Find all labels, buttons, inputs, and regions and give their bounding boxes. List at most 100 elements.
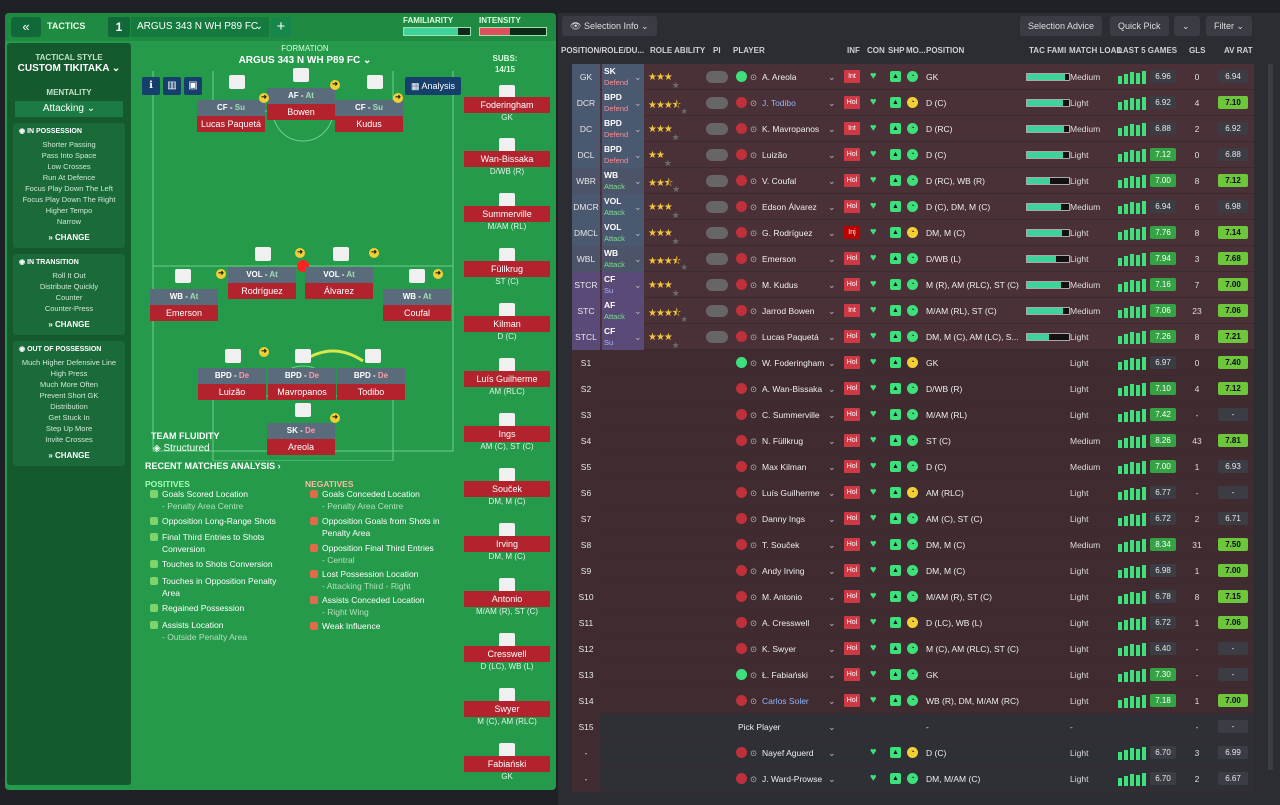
sub-chip[interactable]: Ings (464, 426, 550, 442)
player-chip[interactable]: SK - De Areola (267, 423, 335, 455)
chevron-down-icon[interactable]: ⌄ (828, 436, 836, 446)
toggle-icon[interactable] (706, 227, 728, 239)
chevron-down-icon[interactable]: ⌄ (828, 176, 836, 186)
table-row[interactable]: S9 ⊙ Andy Irving ⌄ Hol ♥ ▲ ◔ DM, M (C) Light 6.98 1… (572, 558, 1254, 584)
player-chip[interactable]: WB - At Emerson (150, 289, 218, 321)
chevron-down-icon[interactable]: ⌄ (828, 592, 836, 602)
role-duty-selector[interactable]: BPD Defend (602, 90, 644, 116)
role-duty-selector[interactable]: BPD Defend (602, 142, 644, 168)
chevron-down-icon[interactable]: ⌄ (634, 176, 642, 186)
chevron-down-icon[interactable]: ⌄ (828, 618, 836, 628)
chevron-down-icon[interactable]: ⌄ (634, 228, 642, 238)
chevron-down-icon[interactable]: ⌄ (1174, 16, 1200, 36)
player-name[interactable]: Jarrod Bowen (762, 306, 815, 316)
sub-chip[interactable]: Irving (464, 536, 550, 552)
add-tactic-button[interactable]: + (271, 17, 291, 37)
tactic-slot-button[interactable]: 1 (108, 17, 130, 37)
column-header[interactable]: POSITION (926, 46, 965, 55)
chevron-down-icon[interactable]: ⌄ (828, 566, 836, 576)
player-name[interactable]: Danny Ings (762, 514, 805, 524)
table-row[interactable]: S10 ⊙ M. Antonio ⌄ Hol ♥ ▲ ◔ M/AM (R), ST (C) Lig… (572, 584, 1254, 610)
sub-chip[interactable]: Cresswell (464, 646, 550, 662)
chevron-down-icon[interactable]: ⌄ (828, 98, 836, 108)
player-chip[interactable]: BPD - De Luizão (198, 368, 266, 400)
column-header[interactable]: PI (713, 46, 721, 55)
table-row[interactable]: STCL CF Su ⌄ ★★★ ★ ★ ⊙ Lucas Paquetá ⌄ Hol ♥ ▲ ◔ DM, M… (572, 324, 1254, 350)
chevron-down-icon[interactable]: ⌄ (634, 202, 642, 212)
recent-matches-analysis-link[interactable]: RECENT MATCHES ANALYSIS › (145, 461, 281, 471)
toggle-icon[interactable] (706, 253, 728, 265)
player-chip[interactable]: AF - At Bowen (267, 88, 335, 120)
chevron-down-icon[interactable]: ⌄ (828, 358, 836, 368)
player-name[interactable]: T. Souček (762, 540, 800, 550)
chevron-down-icon[interactable]: ⌄ (828, 410, 836, 420)
player-name[interactable]: Max Kilman (762, 462, 807, 472)
player-name[interactable]: Carlos Soler (762, 696, 809, 706)
player-name[interactable]: M. Kudus (762, 280, 798, 290)
column-header[interactable]: TAC FAMI (1029, 46, 1067, 55)
table-row[interactable]: S3 ⊙ C. Summerville ⌄ Hol ♥ ▲ ◔ M/AM (RL) Light 7.… (572, 402, 1254, 428)
toggle-icon[interactable] (706, 279, 728, 291)
player-name[interactable]: Nayef Aguerd (762, 748, 814, 758)
player-chip[interactable]: CF - Su Kudus (335, 100, 403, 132)
quick-pick-button[interactable]: Quick Pick (1110, 16, 1169, 36)
table-row[interactable]: - ⊙ J. Ward-Prowse ⌄ ♥ ▲ ◔ DM, M/AM (C) Light 6.7… (572, 766, 1254, 792)
column-header[interactable]: MO... (906, 46, 926, 55)
table-row[interactable]: S5 ⊙ Max Kilman ⌄ Hol ♥ ▲ ◔ D (C) Medium 7.00 1 6.93 (572, 454, 1254, 480)
toggle-icon[interactable] (706, 331, 728, 343)
toggle-icon[interactable] (706, 149, 728, 161)
chevron-down-icon[interactable]: ⌄ (634, 254, 642, 264)
chevron-down-icon[interactable]: ⌄ (828, 670, 836, 680)
role-duty-selector[interactable]: VOL Attack (602, 220, 644, 246)
sub-chip[interactable]: Foderingham (464, 97, 550, 113)
player-chip[interactable]: BPD - De Mavropanos (268, 368, 336, 400)
column-header[interactable]: INF (847, 46, 860, 55)
player-name[interactable]: Luís Guilherme (762, 488, 820, 498)
table-row[interactable]: GK SK Defend ⌄ ★★★ ★ ★ ⊙ A. Areola ⌄ Int ♥ ▲ ◔ GK Mediu… (572, 64, 1254, 90)
info-icon[interactable]: ℹ (142, 77, 160, 95)
role-duty-selector[interactable]: AF Attack (602, 298, 644, 324)
player-name[interactable]: M. Antonio (762, 592, 803, 602)
column-header[interactable]: PLAYER (733, 46, 765, 55)
table-row[interactable]: S12 ⊙ K. Swyer ⌄ Hol ♥ ▲ ◔ M (C), AM (RLC), ST (… (572, 636, 1254, 662)
player-name[interactable]: K. Mavropanos (762, 124, 820, 134)
chevron-down-icon[interactable]: ⌄ (634, 280, 642, 290)
table-row[interactable]: S8 ⊙ T. Souček ⌄ Hol ♥ ▲ ◔ DM, M (C) Medium 8.34 31… (572, 532, 1254, 558)
role-duty-selector[interactable]: VOL Attack (602, 194, 644, 220)
player-name[interactable]: Luizão (762, 150, 788, 160)
chevron-down-icon[interactable]: ⌄ (634, 72, 642, 82)
chevron-down-icon[interactable]: ⌄ (828, 514, 836, 524)
role-duty-selector[interactable]: CF Su (602, 324, 644, 350)
player-chip[interactable]: BPD - De Todibo (337, 368, 405, 400)
chevron-down-icon[interactable]: ⌄ (634, 150, 642, 160)
player-name[interactable]: G. Rodríguez (762, 228, 813, 238)
player-name[interactable]: Ł. Fabiański (762, 670, 808, 680)
chevron-down-icon[interactable]: ⌄ (828, 384, 836, 394)
table-row[interactable]: STC AF Attack ⌄ ★★★⯪ ★ ⊙ Jarrod Bowen ⌄ Int ♥ ▲ ◔ M/A… (572, 298, 1254, 324)
toggle-icon[interactable] (706, 123, 728, 135)
chevron-down-icon[interactable]: ⌄ (828, 254, 836, 264)
filter-button[interactable]: Filter ⌄ (1206, 16, 1253, 36)
role-duty-selector[interactable]: WB Attack (602, 168, 644, 194)
column-header[interactable]: GLS (1189, 46, 1206, 55)
table-row[interactable]: S2 ⊙ A. Wan-Bissaka ⌄ Hol ♥ ▲ ◔ D/WB (R) Light 7.1… (572, 376, 1254, 402)
player-icon[interactable]: ▣ (184, 77, 202, 95)
sub-chip[interactable]: Swyer (464, 701, 550, 717)
chevron-down-icon[interactable]: ⌄ (828, 202, 836, 212)
chevron-down-icon[interactable]: ⌄ (828, 644, 836, 654)
analysis-button[interactable]: ▦ Analysis (405, 77, 462, 95)
toggle-icon[interactable] (706, 175, 728, 187)
player-name[interactable]: N. Füllkrug (762, 436, 804, 446)
column-header[interactable]: CON (867, 46, 885, 55)
player-name[interactable]: Emerson (762, 254, 797, 264)
column-header[interactable]: LAST 5 GAMES (1118, 46, 1178, 55)
player-name[interactable]: Edson Álvarez (762, 202, 817, 212)
player-name[interactable]: Andy Irving (762, 566, 805, 576)
chevron-down-icon[interactable]: ⌄ (828, 332, 836, 342)
role-duty-selector[interactable]: BPD Defend (602, 116, 644, 142)
role-duty-selector[interactable]: CF Su (602, 272, 644, 298)
player-name[interactable]: J. Todibo (762, 98, 796, 108)
column-header[interactable]: MATCH LOAD (1069, 46, 1123, 55)
chevron-down-icon[interactable]: ⌄ (828, 150, 836, 160)
change-button[interactable]: » CHANGE (48, 233, 90, 242)
